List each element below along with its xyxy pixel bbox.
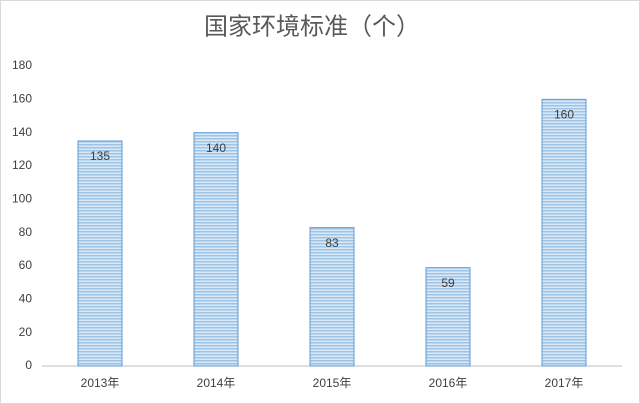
bar [193,132,239,367]
x-tick-label: 2013年 [81,376,120,390]
data-label: 59 [441,276,455,290]
y-tick-label: 140 [12,125,32,139]
bar [541,98,587,367]
data-label: 83 [325,236,339,250]
data-label: 160 [554,108,574,122]
y-tick-label: 0 [25,358,32,372]
data-label: 140 [206,141,226,155]
bar [77,140,123,367]
x-tick-label: 2015年 [313,376,352,390]
x-tick-label: 2017年 [545,376,584,390]
y-tick-label: 100 [12,192,32,206]
bar [425,267,471,367]
x-tick-label: 2016年 [429,376,468,390]
y-tick-label: 60 [19,258,33,272]
x-tick-label: 2014年 [197,376,236,390]
y-tick-label: 120 [12,158,32,172]
y-tick-label: 20 [19,325,33,339]
data-label: 135 [90,149,110,163]
y-tick-label: 160 [12,92,32,106]
y-tick-label: 80 [19,225,33,239]
y-tick-label: 180 [12,58,32,72]
y-tick-label: 40 [19,292,33,306]
chart-title: 国家环境标准（个） [204,13,420,41]
bar [309,227,355,367]
